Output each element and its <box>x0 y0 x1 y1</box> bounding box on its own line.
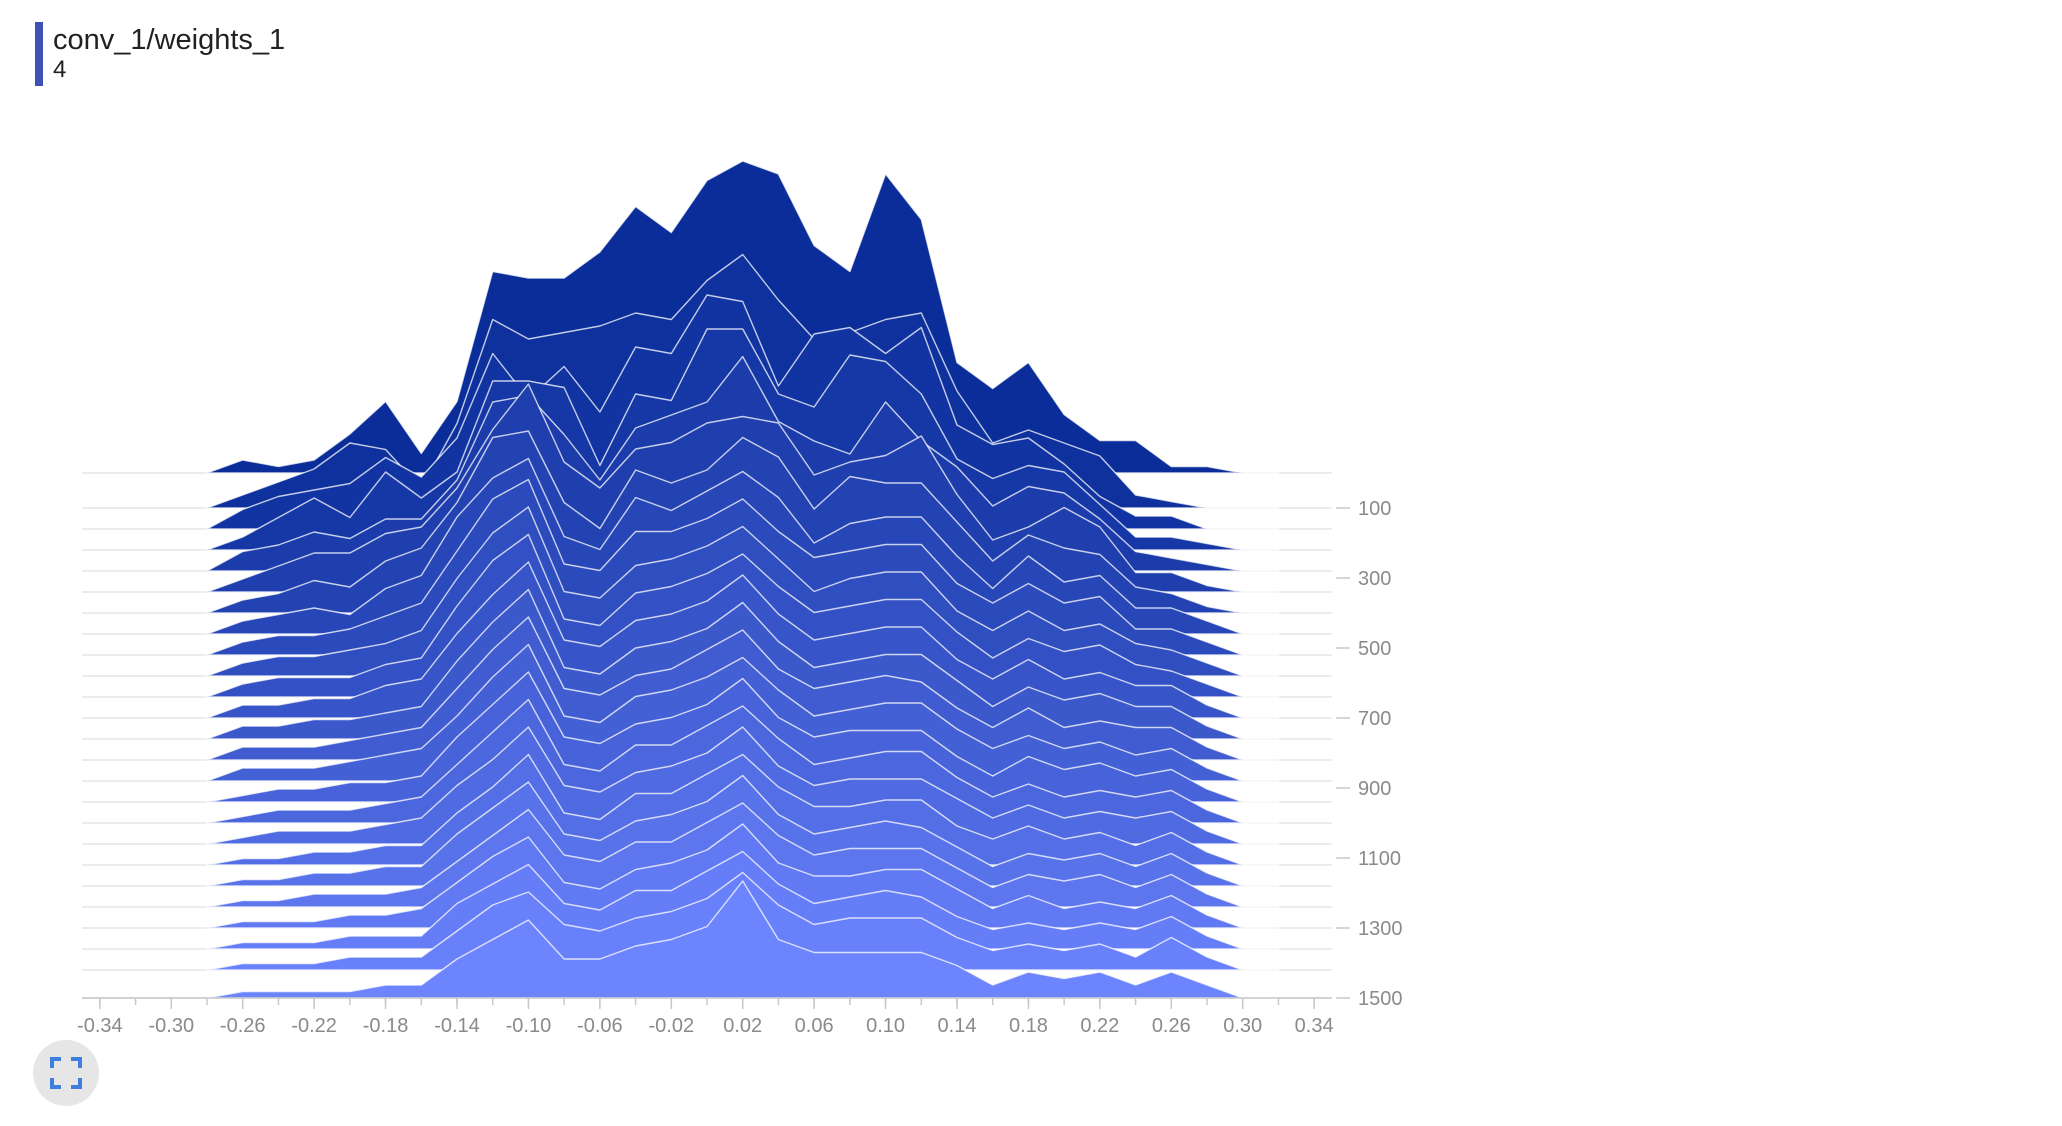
title-accent-bar <box>35 22 43 86</box>
x-tick-label: 0.30 <box>1223 1015 1262 1037</box>
y-tick-label: 1300 <box>1358 918 1403 940</box>
y-tick-label: 1100 <box>1358 848 1401 870</box>
y-tick-label: 700 <box>1358 708 1391 730</box>
expand-button[interactable] <box>33 1040 99 1106</box>
x-axis: -0.34 -0.30 -0.26 -0.22 -0.18 -0.14 -0.10 -0.06… <box>77 997 1334 1037</box>
x-tick-label: 0.10 <box>866 1015 905 1037</box>
x-tick-label: -0.26 <box>220 1015 266 1037</box>
card-title: conv_1/weights_1 <box>53 24 286 56</box>
y-tick-label: 900 <box>1358 778 1391 800</box>
x-tick-label: 0.02 <box>723 1015 762 1037</box>
x-tick-label: 0.34 <box>1295 1015 1334 1037</box>
y-tick-label: 500 <box>1358 638 1391 660</box>
run-label: 4 <box>53 56 67 83</box>
fullscreen-icon <box>50 1057 82 1089</box>
histogram-slices <box>206 160 1280 999</box>
x-tick-label: -0.02 <box>648 1015 694 1037</box>
x-tick-label: 0.14 <box>938 1015 977 1037</box>
x-tick-label: 0.18 <box>1009 1015 1048 1037</box>
y-tick-label: 100 <box>1358 498 1391 520</box>
y-tick-label: 300 <box>1358 568 1391 590</box>
y-tick-label: 1500 <box>1358 988 1403 1010</box>
x-tick-label: -0.10 <box>506 1015 552 1037</box>
x-tick-label: -0.34 <box>77 1015 123 1037</box>
x-tick-label: 0.22 <box>1080 1015 1119 1037</box>
x-tick-label: -0.22 <box>291 1015 337 1037</box>
x-tick-label: -0.06 <box>577 1015 623 1037</box>
histogram-slice <box>206 880 1280 999</box>
x-tick-label: -0.18 <box>363 1015 409 1037</box>
y-axis: 100 300 500 700 900 1100 1300 1500 <box>1336 498 1403 1010</box>
x-tick-label: 0.26 <box>1152 1015 1191 1037</box>
histogram-chart[interactable]: -0.34 -0.30 -0.26 -0.22 -0.18 -0.14 -0.10 -0.06… <box>0 0 2062 1040</box>
x-tick-label: 0.06 <box>795 1015 834 1037</box>
x-tick-label: -0.14 <box>434 1015 480 1037</box>
x-tick-label: -0.30 <box>148 1015 194 1037</box>
